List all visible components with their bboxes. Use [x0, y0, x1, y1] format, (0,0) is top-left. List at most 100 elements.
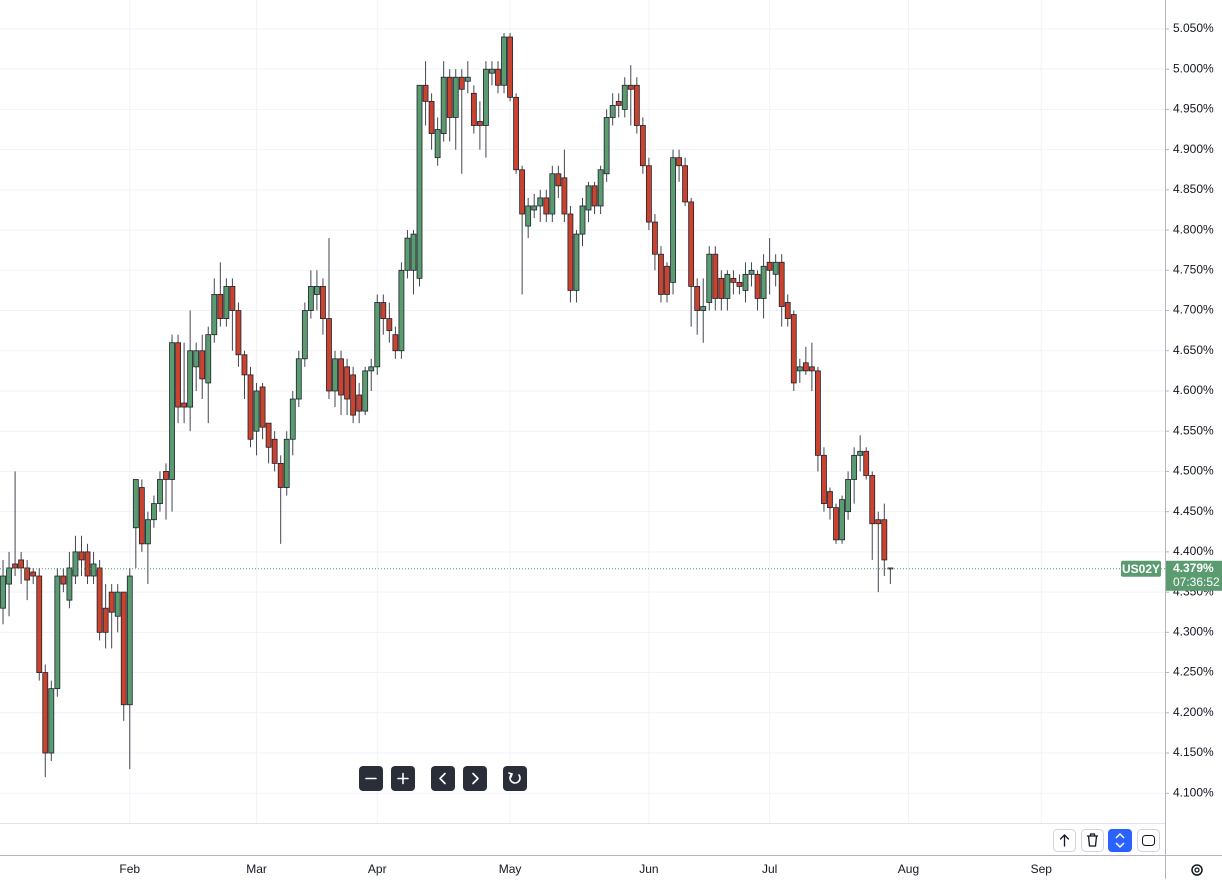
candle-body	[863, 450, 870, 476]
y-tick-label: 4.750%	[1173, 262, 1214, 276]
y-tick-label: 4.150%	[1173, 745, 1214, 759]
candle-body	[392, 334, 399, 352]
delete-button[interactable]	[1081, 829, 1104, 852]
candle-body	[827, 491, 833, 509]
candle-body	[597, 169, 604, 207]
candle-body	[730, 277, 737, 283]
candle-body	[295, 358, 302, 400]
candle-body	[60, 575, 67, 585]
candle-body	[694, 286, 701, 311]
candle-body	[458, 76, 465, 90]
y-tick-label: 4.550%	[1173, 423, 1214, 437]
grid	[0, 0, 1169, 823]
candle-body	[169, 342, 175, 480]
candle-body	[881, 519, 888, 561]
candle-body	[621, 84, 628, 110]
candle-body	[682, 165, 689, 203]
candle-body	[12, 563, 18, 569]
candle-body	[229, 286, 236, 311]
candle-body	[833, 507, 839, 541]
candle-body	[338, 358, 344, 396]
fullscreen-button[interactable]	[1137, 829, 1160, 852]
candle-body	[120, 591, 127, 706]
candle-body	[603, 117, 610, 175]
candle-body	[784, 302, 791, 319]
candle-body	[706, 253, 713, 303]
candle-body	[609, 104, 616, 118]
y-tick-label: 4.650%	[1173, 343, 1214, 357]
candle-body	[344, 366, 350, 400]
y-tick-label: 4.850%	[1173, 182, 1214, 196]
scroll-to-top-button[interactable]	[1053, 829, 1076, 852]
candle-body	[126, 575, 133, 706]
candle-body	[157, 479, 163, 505]
candle-body	[72, 551, 79, 577]
candle-body	[253, 390, 260, 432]
candle-body	[501, 36, 507, 86]
candle-body	[350, 374, 357, 416]
candle-body	[555, 173, 562, 187]
candle-body	[851, 454, 858, 480]
x-tick-label: Apr	[368, 862, 387, 876]
candle-body	[314, 286, 320, 295]
candle-body	[525, 205, 532, 227]
zoom-in-button[interactable]	[391, 766, 415, 791]
candle-body	[561, 177, 568, 215]
candle-body	[374, 302, 381, 368]
candle-body	[772, 261, 779, 275]
candle-body	[845, 479, 851, 513]
candle-body	[434, 129, 441, 159]
candle-body	[181, 402, 188, 408]
candle-body	[48, 688, 55, 754]
candle-body	[163, 471, 169, 480]
x-tick-label: Aug	[898, 862, 919, 876]
candle-body	[18, 559, 25, 569]
auto-scale-button[interactable]	[1108, 829, 1132, 852]
candle-body	[639, 125, 646, 167]
candle-body	[664, 265, 670, 295]
candle-body	[857, 450, 864, 456]
y-tick-label: 4.400%	[1173, 544, 1214, 558]
candle-body	[676, 157, 682, 167]
y-tick-label: 4.250%	[1173, 665, 1214, 679]
y-tick-label: 4.900%	[1173, 142, 1214, 156]
countdown-label: 07:36:52	[1173, 575, 1220, 589]
x-tick-label: May	[499, 862, 522, 876]
candle-body	[386, 318, 393, 332]
reset-button[interactable]	[503, 766, 527, 791]
candle-body	[652, 221, 658, 255]
scroll-right-button[interactable]	[463, 766, 487, 791]
y-tick-label: 4.600%	[1173, 383, 1214, 397]
candle-body	[839, 499, 845, 541]
candle-body	[464, 76, 471, 82]
candle-body	[24, 567, 31, 581]
symbol-label: US02Y	[1122, 562, 1160, 576]
candle-body	[30, 571, 37, 577]
candle-body	[760, 265, 767, 299]
candle-body	[199, 350, 206, 380]
candle-body	[724, 273, 731, 299]
last-price-label: 4.379%	[1173, 561, 1214, 575]
candle-body	[615, 100, 622, 106]
scroll-left-button[interactable]	[431, 766, 455, 791]
x-tick-label: Mar	[246, 862, 267, 876]
candle-body	[627, 84, 634, 90]
candle-body	[108, 591, 115, 613]
candle-body	[573, 233, 580, 291]
candle-body	[718, 277, 725, 299]
candle-body	[241, 354, 248, 376]
settings-button[interactable]	[1191, 864, 1203, 876]
y-tick-label: 4.700%	[1173, 303, 1214, 317]
zoom-out-button[interactable]	[359, 766, 383, 791]
candle-body	[151, 503, 157, 521]
candle-body	[513, 96, 520, 171]
candle-body	[875, 519, 882, 525]
candle-body	[531, 205, 538, 211]
candle-body	[519, 169, 526, 215]
candle-body	[54, 575, 61, 690]
candle-body	[869, 475, 876, 525]
candle-body	[821, 454, 827, 505]
y-tick-label: 4.300%	[1173, 625, 1214, 639]
candle-body	[398, 269, 405, 352]
